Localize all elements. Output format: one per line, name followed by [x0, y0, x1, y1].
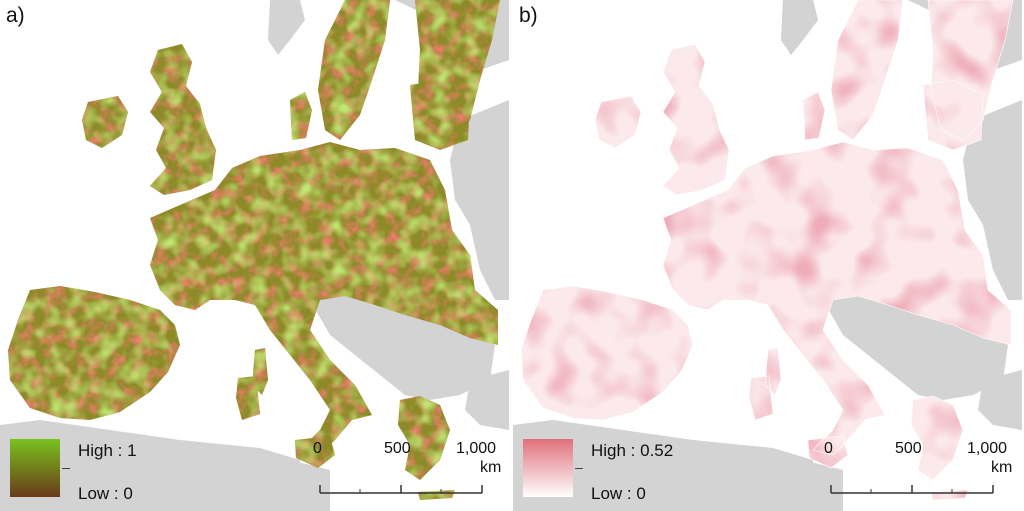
legend-gradient: [523, 439, 573, 497]
scale-bar: 0 500 1,000 km: [821, 440, 1013, 502]
legend-low-label: Low : 0: [591, 484, 646, 503]
scale-unit: km: [480, 459, 502, 476]
scale-tick-500: 500: [895, 440, 922, 457]
scale-tick-1000: 1,000: [967, 440, 1008, 457]
norway: [781, 0, 818, 55]
panel-label: a): [6, 4, 25, 27]
scale-tick-1000: 1,000: [456, 440, 497, 457]
panel-label: b): [519, 4, 538, 27]
scale-unit: km: [991, 459, 1013, 476]
legend-gradient: [10, 439, 60, 497]
suitability-map: [0, 0, 509, 511]
legend-tick: [575, 468, 583, 469]
legend-tick: [62, 468, 70, 469]
map-panel-b: b) High : 0.52 Low : 0 0 500 1,000 km: [513, 0, 1022, 511]
scale-bar: 0 500 1,000 km: [310, 440, 502, 502]
scale-tick-0: 0: [313, 440, 322, 457]
legend-high-label: High : 0.52: [591, 441, 674, 460]
regional-map: [513, 0, 1022, 511]
legend-low-label: Low : 0: [78, 484, 133, 503]
map-panel-a: a) High : 1 Low : 0 0 500 1,000 km: [0, 0, 509, 511]
scale-tick-500: 500: [384, 440, 411, 457]
legend-high-label: High : 1: [78, 441, 137, 460]
panel-divider: [510, 0, 513, 511]
scale-tick-0: 0: [824, 440, 833, 457]
